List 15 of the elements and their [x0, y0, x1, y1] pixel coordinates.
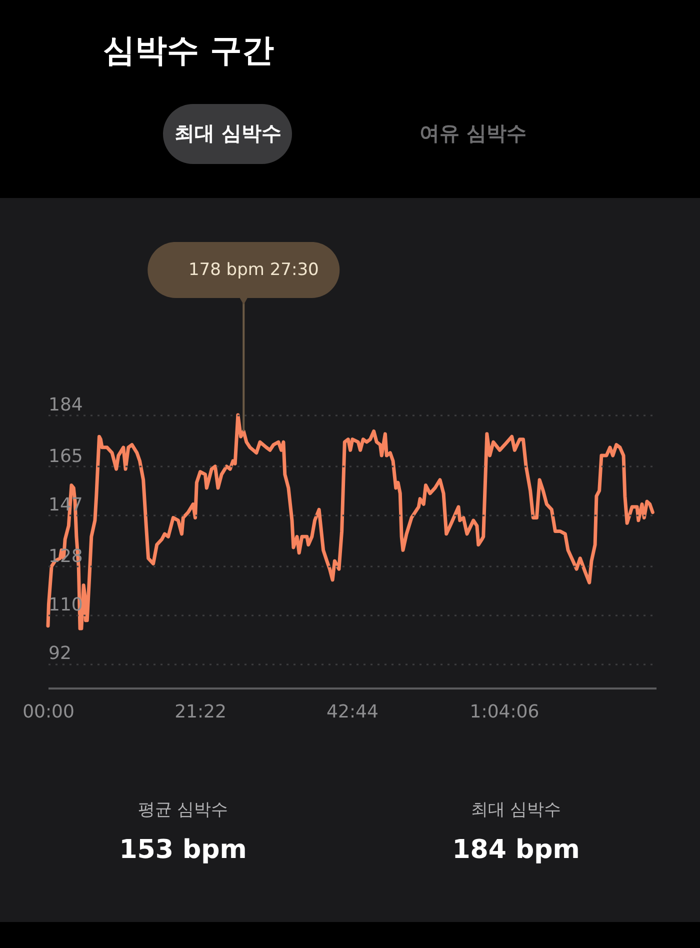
chart-title: 심박수 구간 [103, 31, 274, 69]
x-tick-label: 1:04:06 [470, 702, 540, 722]
text: 여유 심박수 [420, 121, 526, 145]
x-tick-label: 42:44 [326, 702, 378, 722]
text: 153 bpm [119, 835, 247, 865]
text: 최대 심박수 [470, 800, 562, 820]
text: 평균 심박수 [138, 800, 228, 820]
text: 최대 심박수 [174, 121, 282, 145]
annotation: 178 bpm 27:30 [188, 260, 319, 280]
x-tick-label: 00:00 [22, 702, 74, 722]
y-tick-label: 165 [48, 446, 83, 467]
text: 184 bpm [452, 835, 580, 865]
y-tick-label: 92 [48, 643, 72, 664]
y-tick-label: 184 [48, 394, 83, 416]
x-tick-label: 21:22 [174, 702, 226, 722]
